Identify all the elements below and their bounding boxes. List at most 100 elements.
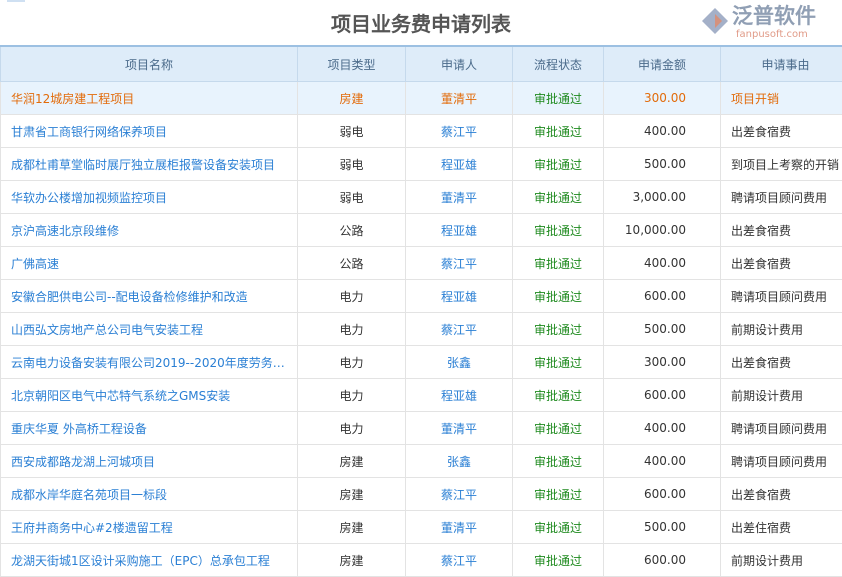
applicant-link[interactable]: 张鑫 — [406, 346, 513, 379]
page-title: 项目业务费申请列表 — [0, 8, 842, 37]
header-amount[interactable]: 申请金额 — [604, 46, 721, 82]
status-text: 审批通过 — [513, 478, 604, 511]
project-name-link[interactable]: 甘肃省工商银行网络保养项目 — [1, 115, 298, 148]
applicant-link[interactable]: 蔡江平 — [406, 115, 513, 148]
status-text: 审批通过 — [513, 280, 604, 313]
reason: 出差食宿费 — [721, 214, 842, 247]
project-type: 电力 — [298, 412, 406, 445]
amount: 400.00 — [604, 115, 721, 148]
amount: 500.00 — [604, 511, 721, 544]
project-name-link[interactable]: 西安成都路龙湖上河城项目 — [1, 445, 298, 478]
project-type: 电力 — [298, 346, 406, 379]
header-project-name[interactable]: 项目名称 — [1, 46, 298, 82]
top-edge-mark — [7, 0, 25, 2]
project-name-link[interactable]: 安徽合肥供电公司--配电设备检修维护和改造 — [1, 280, 298, 313]
project-type: 房建 — [298, 544, 406, 577]
applicant-link[interactable]: 蔡江平 — [406, 544, 513, 577]
project-name-link[interactable]: 华软办公楼增加视频监控项目 — [1, 181, 298, 214]
amount: 600.00 — [604, 478, 721, 511]
project-name-link[interactable]: 广佛高速 — [1, 247, 298, 280]
amount: 600.00 — [604, 379, 721, 412]
status-text: 审批通过 — [513, 445, 604, 478]
status-text: 审批通过 — [513, 148, 604, 181]
project-name-link[interactable]: 山西弘文房地产总公司电气安装工程 — [1, 313, 298, 346]
project-type: 电力 — [298, 313, 406, 346]
project-type: 房建 — [298, 478, 406, 511]
status-text: 审批通过 — [513, 544, 604, 577]
applicant-link[interactable]: 张鑫 — [406, 445, 513, 478]
amount: 600.00 — [604, 280, 721, 313]
project-type: 电力 — [298, 280, 406, 313]
reason: 前期设计费用 — [721, 544, 842, 577]
amount: 500.00 — [604, 148, 721, 181]
header-applicant[interactable]: 申请人 — [406, 46, 513, 82]
project-type: 房建 — [298, 82, 406, 115]
status-text: 审批通过 — [513, 247, 604, 280]
reason: 聘请项目顾问费用 — [721, 280, 842, 313]
applicant-link[interactable]: 程亚雄 — [406, 148, 513, 181]
project-name-link[interactable]: 云南电力设备安装有限公司2019--2020年度劳务分… — [1, 346, 298, 379]
header-status[interactable]: 流程状态 — [513, 46, 604, 82]
reason: 出差食宿费 — [721, 478, 842, 511]
expense-table: 项目名称项目类型申请人流程状态申请金额申请事由 华润12城房建工程项目房建董清平… — [0, 45, 842, 577]
applicant-link[interactable]: 董清平 — [406, 511, 513, 544]
reason: 项目开销 — [721, 82, 842, 115]
reason: 出差食宿费 — [721, 115, 842, 148]
status-text: 审批通过 — [513, 82, 604, 115]
status-text: 审批通过 — [513, 313, 604, 346]
amount: 400.00 — [604, 445, 721, 478]
project-name-link[interactable]: 成都杜甫草堂临时展厅独立展柜报警设备安装项目 — [1, 148, 298, 181]
project-name-link[interactable]: 重庆华夏 外高桥工程设备 — [1, 412, 298, 445]
applicant-link[interactable]: 程亚雄 — [406, 214, 513, 247]
applicant-link[interactable]: 蔡江平 — [406, 247, 513, 280]
reason: 到项目上考察的开销 — [721, 148, 842, 181]
status-text: 审批通过 — [513, 181, 604, 214]
project-type: 电力 — [298, 379, 406, 412]
project-type: 公路 — [298, 247, 406, 280]
applicant-link[interactable]: 程亚雄 — [406, 280, 513, 313]
reason: 前期设计费用 — [721, 313, 842, 346]
applicant-link[interactable]: 董清平 — [406, 412, 513, 445]
project-type: 弱电 — [298, 181, 406, 214]
reason: 出差食宿费 — [721, 247, 842, 280]
amount: 300.00 — [604, 346, 721, 379]
project-type: 弱电 — [298, 115, 406, 148]
project-name-link[interactable]: 京沪高速北京段维修 — [1, 214, 298, 247]
project-name-link[interactable]: 北京朝阳区电气中芯特气系统之GMS安装 — [1, 379, 298, 412]
project-name-link[interactable]: 华润12城房建工程项目 — [1, 82, 298, 115]
project-type: 弱电 — [298, 148, 406, 181]
reason: 出差食宿费 — [721, 346, 842, 379]
applicant-link[interactable]: 蔡江平 — [406, 478, 513, 511]
amount: 500.00 — [604, 313, 721, 346]
applicant-link[interactable]: 程亚雄 — [406, 379, 513, 412]
project-name-link[interactable]: 成都水岸华庭名苑项目一标段 — [1, 478, 298, 511]
status-text: 审批通过 — [513, 115, 604, 148]
applicant-link[interactable]: 蔡江平 — [406, 313, 513, 346]
reason: 聘请项目顾问费用 — [721, 445, 842, 478]
status-text: 审批通过 — [513, 412, 604, 445]
header-project-type[interactable]: 项目类型 — [298, 46, 406, 82]
status-text: 审批通过 — [513, 346, 604, 379]
project-name-link[interactable]: 王府井商务中心#2楼遗留工程 — [1, 511, 298, 544]
project-type: 公路 — [298, 214, 406, 247]
applicant-link[interactable]: 董清平 — [406, 181, 513, 214]
header-reason[interactable]: 申请事由 — [721, 46, 842, 82]
project-name-link[interactable]: 龙湖天街城1区设计采购施工（EPC）总承包工程 — [1, 544, 298, 577]
amount: 300.00 — [604, 82, 721, 115]
applicant-link[interactable]: 董清平 — [406, 82, 513, 115]
